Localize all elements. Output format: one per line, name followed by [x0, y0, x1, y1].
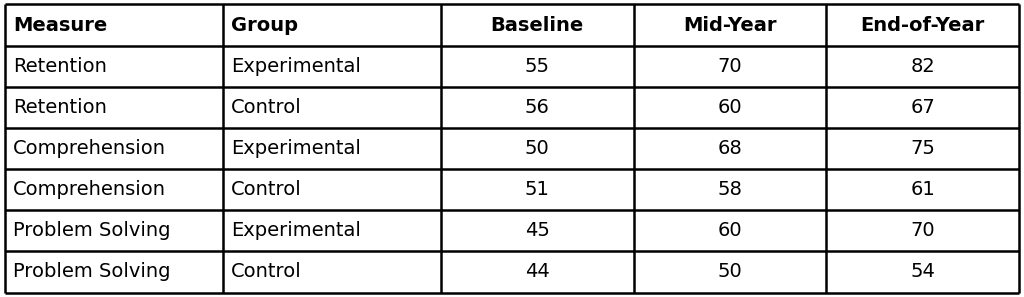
Text: Experimental: Experimental: [231, 139, 361, 158]
Text: 56: 56: [525, 98, 550, 117]
Text: Control: Control: [231, 263, 302, 282]
Text: 50: 50: [718, 263, 742, 282]
Text: End-of-Year: End-of-Year: [860, 15, 985, 34]
Text: Measure: Measure: [13, 15, 108, 34]
Text: 58: 58: [718, 180, 742, 199]
Text: Comprehension: Comprehension: [13, 180, 166, 199]
Text: 44: 44: [525, 263, 550, 282]
Text: Experimental: Experimental: [231, 57, 361, 76]
Text: Problem Solving: Problem Solving: [13, 221, 171, 240]
Text: 60: 60: [718, 221, 742, 240]
Text: 68: 68: [718, 139, 742, 158]
Text: Group: Group: [231, 15, 298, 34]
Text: 70: 70: [910, 221, 935, 240]
Text: 51: 51: [525, 180, 550, 199]
Text: Baseline: Baseline: [490, 15, 584, 34]
Text: Mid-Year: Mid-Year: [683, 15, 777, 34]
Text: 50: 50: [525, 139, 550, 158]
Text: 55: 55: [525, 57, 550, 76]
Text: Comprehension: Comprehension: [13, 139, 166, 158]
Text: 82: 82: [910, 57, 935, 76]
Text: Retention: Retention: [13, 98, 108, 117]
Text: Control: Control: [231, 98, 302, 117]
Text: 45: 45: [525, 221, 550, 240]
Text: Experimental: Experimental: [231, 221, 361, 240]
Text: 75: 75: [910, 139, 935, 158]
Text: 54: 54: [910, 263, 935, 282]
Text: 61: 61: [910, 180, 935, 199]
Text: 67: 67: [910, 98, 935, 117]
Text: Control: Control: [231, 180, 302, 199]
Text: 70: 70: [718, 57, 742, 76]
Text: Problem Solving: Problem Solving: [13, 263, 171, 282]
Text: Retention: Retention: [13, 57, 108, 76]
Text: 60: 60: [718, 98, 742, 117]
